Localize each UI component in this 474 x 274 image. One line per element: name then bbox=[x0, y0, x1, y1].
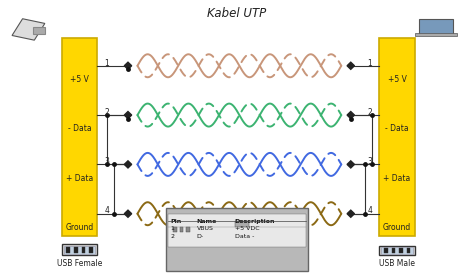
Bar bbox=[232, 219, 251, 229]
Text: USB Female: USB Female bbox=[57, 259, 102, 268]
Text: 4: 4 bbox=[367, 207, 372, 215]
Bar bbox=[89, 247, 93, 253]
Bar bbox=[407, 248, 410, 253]
Bar bbox=[419, 19, 453, 34]
Polygon shape bbox=[347, 161, 355, 168]
Text: 1: 1 bbox=[104, 59, 109, 67]
Polygon shape bbox=[347, 62, 355, 69]
Bar bbox=[186, 227, 190, 232]
Bar bbox=[12, 19, 45, 40]
Text: Kabel UTP: Kabel UTP bbox=[207, 7, 266, 20]
Bar bbox=[379, 246, 415, 255]
Bar bbox=[171, 226, 194, 233]
Bar bbox=[235, 221, 249, 227]
Bar bbox=[82, 247, 85, 253]
Bar bbox=[74, 247, 78, 253]
Polygon shape bbox=[124, 161, 132, 168]
Bar bbox=[64, 246, 95, 254]
Text: 2: 2 bbox=[104, 108, 109, 117]
Bar bbox=[381, 247, 413, 254]
Polygon shape bbox=[124, 112, 132, 119]
Text: 1: 1 bbox=[367, 59, 372, 67]
Text: Data -: Data - bbox=[235, 234, 254, 239]
Text: 3: 3 bbox=[367, 157, 372, 166]
Text: + Data: + Data bbox=[383, 174, 410, 182]
Text: Top: Top bbox=[209, 214, 218, 219]
Text: 2: 2 bbox=[367, 108, 372, 117]
Text: + Data: + Data bbox=[66, 174, 93, 182]
Bar bbox=[379, 38, 415, 236]
Text: D-: D- bbox=[197, 234, 204, 239]
Text: 2: 2 bbox=[171, 234, 174, 239]
Text: VBUS: VBUS bbox=[197, 226, 214, 231]
Bar bbox=[166, 208, 308, 271]
Bar bbox=[62, 244, 97, 255]
Bar bbox=[399, 248, 403, 253]
Text: 1: 1 bbox=[171, 226, 174, 231]
Bar bbox=[415, 33, 457, 36]
Text: +5 V: +5 V bbox=[388, 75, 406, 84]
Text: +5 VDC: +5 VDC bbox=[235, 226, 259, 231]
Polygon shape bbox=[124, 210, 132, 217]
Text: Pin: Pin bbox=[171, 219, 182, 224]
Bar bbox=[173, 227, 177, 232]
Text: Front: Front bbox=[175, 214, 189, 219]
Bar bbox=[33, 27, 45, 34]
Text: Ground: Ground bbox=[383, 223, 411, 232]
Text: USB Male: USB Male bbox=[379, 259, 415, 268]
Bar bbox=[384, 248, 388, 253]
Text: Description: Description bbox=[235, 219, 275, 224]
Bar bbox=[168, 214, 306, 247]
Text: - Data: - Data bbox=[68, 124, 91, 133]
Bar bbox=[66, 247, 70, 253]
Text: +5 V: +5 V bbox=[70, 75, 89, 84]
Text: Name: Name bbox=[197, 219, 217, 224]
Text: Ground: Ground bbox=[65, 223, 93, 232]
Polygon shape bbox=[347, 210, 355, 217]
Bar bbox=[62, 38, 97, 236]
Polygon shape bbox=[124, 62, 132, 69]
Text: 3: 3 bbox=[104, 157, 109, 166]
Bar bbox=[392, 248, 395, 253]
Text: - Data: - Data bbox=[385, 124, 409, 133]
Bar bbox=[180, 227, 183, 232]
Polygon shape bbox=[347, 112, 355, 119]
Text: 4: 4 bbox=[104, 207, 109, 215]
